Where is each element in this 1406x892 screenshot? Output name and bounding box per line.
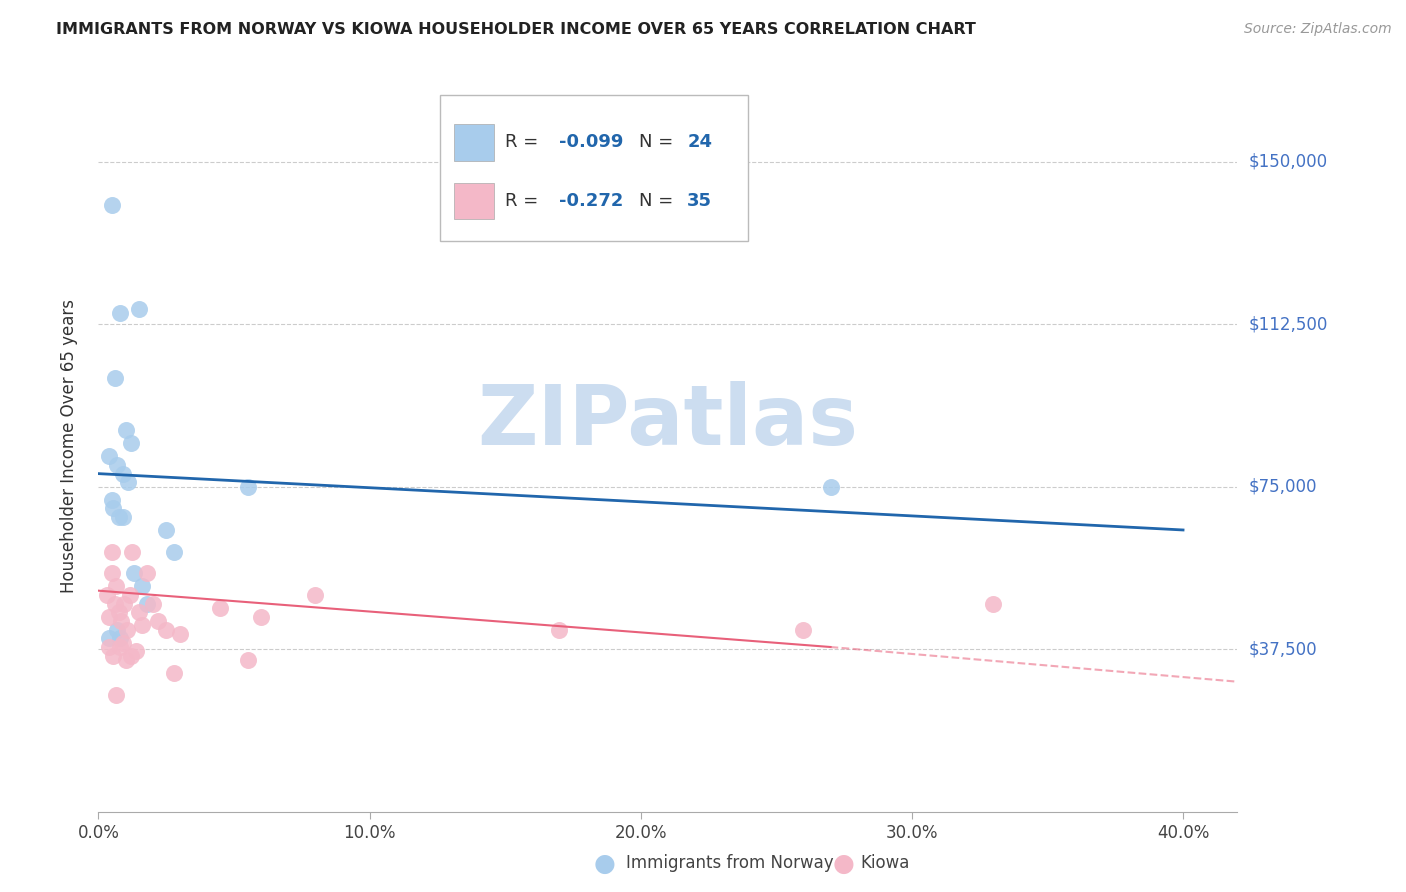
Point <box>128 301 150 316</box>
Point <box>111 467 134 481</box>
Text: Kiowa: Kiowa <box>860 855 910 872</box>
Point <box>107 623 129 637</box>
Point <box>120 436 142 450</box>
Text: $37,500: $37,500 <box>1249 640 1317 658</box>
Point <box>104 597 127 611</box>
Point <box>981 597 1004 611</box>
Point <box>104 371 127 385</box>
Point <box>169 627 191 641</box>
Text: ●: ● <box>832 852 855 875</box>
Point <box>209 601 232 615</box>
Text: $150,000: $150,000 <box>1249 153 1327 170</box>
Text: -0.272: -0.272 <box>558 192 623 210</box>
Point <box>122 566 145 581</box>
Point <box>792 623 814 637</box>
Point <box>250 609 273 624</box>
Point <box>136 597 159 611</box>
Text: $112,500: $112,500 <box>1249 315 1327 333</box>
Point <box>120 648 142 663</box>
Point <box>112 597 135 611</box>
Point <box>128 605 150 619</box>
Y-axis label: Householder Income Over 65 years: Householder Income Over 65 years <box>59 299 77 593</box>
Point <box>118 588 141 602</box>
Point <box>98 450 121 464</box>
Point <box>142 597 165 611</box>
Point <box>105 579 128 593</box>
Point <box>107 510 129 524</box>
Point <box>110 614 132 628</box>
Text: 24: 24 <box>688 134 713 152</box>
Point <box>107 605 129 619</box>
Point <box>98 640 121 654</box>
Text: N =: N = <box>640 134 679 152</box>
Point <box>136 566 159 581</box>
FancyBboxPatch shape <box>454 183 494 219</box>
Point <box>236 653 259 667</box>
Text: 35: 35 <box>688 192 713 210</box>
FancyBboxPatch shape <box>454 124 494 161</box>
Text: -0.099: -0.099 <box>558 134 623 152</box>
Point <box>108 632 131 646</box>
Point <box>125 644 148 658</box>
Point <box>96 588 118 602</box>
Text: N =: N = <box>640 192 679 210</box>
Text: IMMIGRANTS FROM NORWAY VS KIOWA HOUSEHOLDER INCOME OVER 65 YEARS CORRELATION CHA: IMMIGRANTS FROM NORWAY VS KIOWA HOUSEHOL… <box>56 22 976 37</box>
Point <box>115 623 138 637</box>
Point <box>121 544 143 558</box>
Text: R =: R = <box>505 134 544 152</box>
Point <box>114 423 136 437</box>
Point <box>155 623 177 637</box>
Text: R =: R = <box>505 192 544 210</box>
Point <box>304 588 326 602</box>
Point <box>101 198 124 212</box>
Point <box>103 648 125 663</box>
Point <box>101 544 124 558</box>
Text: Immigrants from Norway: Immigrants from Norway <box>626 855 834 872</box>
Point <box>98 632 121 646</box>
Text: Source: ZipAtlas.com: Source: ZipAtlas.com <box>1244 22 1392 37</box>
FancyBboxPatch shape <box>440 95 748 241</box>
Point <box>163 544 186 558</box>
Point <box>146 614 169 628</box>
Point <box>163 666 186 681</box>
Point <box>108 306 131 320</box>
Point <box>98 609 121 624</box>
Point <box>108 640 131 654</box>
Point <box>101 492 124 507</box>
Point <box>114 653 136 667</box>
Point <box>131 579 153 593</box>
Point <box>548 623 571 637</box>
Point <box>820 480 842 494</box>
Text: $75,000: $75,000 <box>1249 477 1317 496</box>
Point <box>155 523 177 537</box>
Point <box>101 566 124 581</box>
Point <box>236 480 259 494</box>
Point <box>111 510 134 524</box>
Point <box>117 475 139 490</box>
Text: ●: ● <box>593 852 616 875</box>
Point <box>107 458 129 472</box>
Point <box>111 635 134 649</box>
Point <box>103 501 125 516</box>
Point <box>105 688 128 702</box>
Text: ZIPatlas: ZIPatlas <box>478 381 858 462</box>
Point <box>131 618 153 632</box>
